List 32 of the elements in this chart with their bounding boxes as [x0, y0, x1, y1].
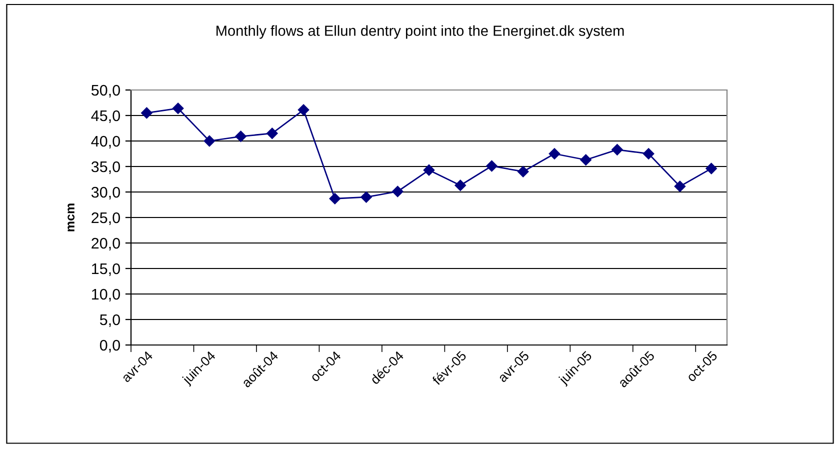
point: [674, 180, 686, 192]
point: [298, 104, 310, 116]
point: [612, 144, 623, 156]
point: [580, 154, 592, 166]
point: [235, 130, 246, 142]
y-tick-label: 0,0: [100, 340, 120, 352]
y-tick-label: 5,0: [100, 314, 120, 327]
point: [141, 107, 152, 119]
point: [706, 162, 717, 174]
point: [204, 135, 216, 147]
y-tick-label: 30,0: [91, 186, 120, 200]
y-tick-label: 35,0: [91, 161, 120, 174]
point: [518, 166, 529, 178]
point: [266, 128, 278, 139]
point: [454, 180, 466, 191]
point: [423, 164, 435, 176]
point: [392, 186, 404, 198]
y-axis-title: mcm: [68, 204, 74, 232]
point: [548, 148, 560, 160]
y-tick-label: 25,0: [92, 212, 120, 225]
point: [360, 191, 372, 203]
point: [329, 193, 340, 204]
y-tick-label: 40,0: [91, 136, 120, 148]
y-tick-label: 50,0: [91, 84, 120, 98]
point: [172, 102, 184, 114]
y-tick-label: 10,0: [92, 288, 120, 302]
y-tick-label: 45,0: [91, 110, 120, 123]
point: [642, 148, 654, 160]
chart-title: Monthly flows at Ellun dentry point into the Energinet.dk system: [216, 25, 624, 39]
y-tick-label: 15,0: [92, 263, 120, 276]
y-tick-label: 20,0: [92, 238, 120, 250]
point: [486, 160, 498, 172]
